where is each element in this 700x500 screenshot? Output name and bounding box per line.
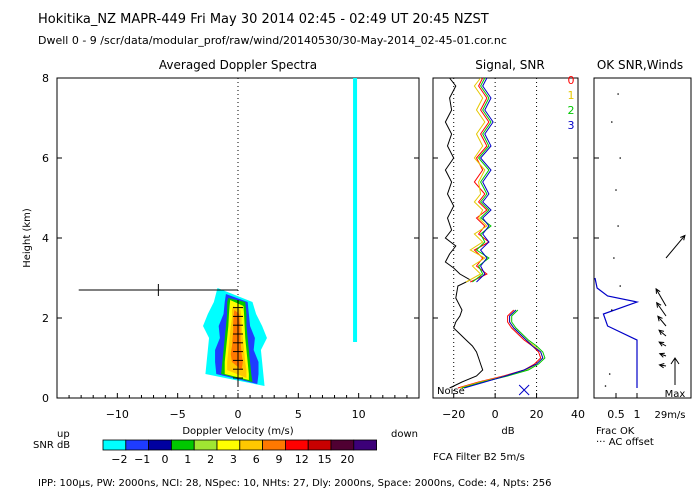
- winds-frame: [593, 77, 692, 399]
- winds-panel: 0.5 1: [593, 77, 692, 421]
- snr-legend-3: 3: [568, 119, 575, 132]
- snr-legend-0: 0: [568, 74, 575, 87]
- wind-arrow-head: [658, 352, 665, 358]
- colorbar-tick-label: 6: [253, 453, 260, 466]
- spectra-xtick-label: 5: [295, 408, 302, 421]
- wind-arrow: [655, 288, 667, 307]
- snr-legend-1: 1: [568, 89, 575, 102]
- spectra-down-label: down: [391, 429, 418, 440]
- footer-params: IPP: 100μs, PW: 2000ns, NCI: 28, NSpec: …: [38, 478, 551, 489]
- colorbar-tick-label: 1: [184, 453, 191, 466]
- spectra-ytick-label: 6: [42, 152, 49, 165]
- max-speed-label: 29m/s: [654, 410, 685, 421]
- colorbar-swatch: [216, 439, 241, 451]
- spectra-xtick-label: 0: [235, 408, 242, 421]
- colorbar-tick-label: 3: [230, 453, 237, 466]
- header-file: Dwell 0 - 9 /scr/data/modular_prof/raw/w…: [38, 34, 507, 47]
- noise-marker: [518, 384, 530, 396]
- snr-frame: [432, 77, 579, 399]
- max-label: Max: [665, 389, 686, 400]
- spectra-xtick-label: 10: [352, 408, 366, 421]
- snr-xtick-label: −20: [442, 408, 465, 421]
- ac-offset-label: ··· AC offset: [596, 437, 654, 448]
- ac-offset-point: [619, 285, 621, 287]
- max-arrow-head: [670, 357, 680, 365]
- colorbar-tick-label: 20: [340, 453, 354, 466]
- spectra-title: Averaged Doppler Spectra: [159, 58, 317, 72]
- winds-xtick-label: 0.5: [607, 408, 625, 421]
- noise-label: Noise: [437, 386, 465, 397]
- spectra-xlabel: Doppler Velocity (m/s): [182, 426, 293, 437]
- colorbar-tick-label: 2: [207, 453, 214, 466]
- interference-line: [353, 78, 358, 342]
- wind-arrow-head: [658, 341, 665, 347]
- colorbar-swatch: [170, 439, 195, 451]
- spectra-ytick-label: 8: [42, 72, 49, 85]
- snr-panel: −20 0 20 40 0 1 2 3: [432, 74, 585, 421]
- wind-arrow-head: [655, 287, 661, 294]
- snr-series-2: [461, 77, 546, 389]
- wind-arrow: [658, 329, 667, 337]
- winds-title: OK SNR,Winds: [597, 58, 683, 72]
- snr-xtick-label: 40: [571, 408, 585, 421]
- wind-arrow-head: [657, 315, 663, 322]
- colorbar-tick-label: −2: [111, 453, 127, 466]
- spectra-xtick-label: −10: [106, 408, 129, 421]
- wind-arrow: [665, 235, 686, 259]
- snr-xlabel: dB: [501, 426, 514, 437]
- colorbar-swatch: [239, 439, 264, 451]
- colorbar-tick-label: 12: [295, 453, 309, 466]
- colorbar-tick-label: 9: [276, 453, 283, 466]
- colorbar-swatch: [262, 439, 286, 451]
- wind-arrow: [658, 341, 667, 347]
- snr-xtick-label: 20: [530, 408, 544, 421]
- colorbar-tick-label: 15: [318, 453, 332, 466]
- colorbar: −2 −1 0 1 2 3 6 9 12 15 20: [102, 439, 377, 466]
- header-title: Hokitika_NZ MAPR-449 Fri May 30 2014 02:…: [38, 12, 489, 27]
- wind-arrow: [656, 302, 667, 317]
- colorbar-swatch: [353, 439, 377, 451]
- wind-arrow: [657, 316, 667, 327]
- colorbar-label: SNR dB: [33, 440, 70, 451]
- ac-offset-point: [608, 373, 611, 375]
- colorbar-swatch: [125, 439, 150, 451]
- colorbar-swatch: [102, 439, 127, 451]
- colorbar-swatch: [307, 439, 332, 451]
- spectra-up-label: up: [57, 429, 70, 440]
- spectra-ytick-label: 2: [42, 312, 49, 325]
- wind-arrow-head: [680, 234, 686, 241]
- ac-offset-point: [619, 157, 621, 159]
- snr-legend-2: 2: [568, 104, 575, 117]
- wind-arrow-head: [658, 363, 665, 369]
- snr-series-3: [463, 77, 544, 389]
- colorbar-swatch: [148, 439, 172, 451]
- signal-line: [444, 77, 484, 389]
- colorbar-tick-label: 0: [162, 453, 169, 466]
- filter-label: FCA Filter B2 5m/s: [433, 452, 525, 463]
- wind-arrow-head: [658, 329, 665, 336]
- spectra-ytick-label: 4: [42, 232, 49, 245]
- ac-offset-point: [617, 225, 619, 227]
- colorbar-swatch: [284, 439, 309, 451]
- ac-offset-point: [604, 385, 607, 387]
- spectra-panel: 0 2 4 6 8 −10 −5 0 5 10: [42, 72, 420, 421]
- ac-offset-point: [613, 257, 615, 259]
- ac-offset-point: [617, 93, 619, 95]
- snr-title: Signal, SNR: [475, 58, 544, 72]
- colorbar-swatch: [193, 439, 218, 451]
- colorbar-tick-label: −1: [134, 453, 150, 466]
- wind-arrow-head: [656, 301, 662, 308]
- colorbar-swatch: [330, 439, 355, 451]
- frac-ok-line: [594, 277, 640, 388]
- ac-offset-point: [611, 121, 613, 123]
- frac-ok-label: Frac OK: [596, 426, 635, 437]
- ac-offset-point: [615, 189, 617, 191]
- spectra-ylabel: Height (km): [22, 208, 33, 268]
- ac-offset-point: [611, 309, 613, 311]
- spectra-xtick-label: −5: [170, 408, 186, 421]
- spectra-ytick-label: 0: [42, 392, 49, 405]
- snr-xtick-label: 0: [492, 408, 499, 421]
- winds-xtick-label: 1: [634, 408, 641, 421]
